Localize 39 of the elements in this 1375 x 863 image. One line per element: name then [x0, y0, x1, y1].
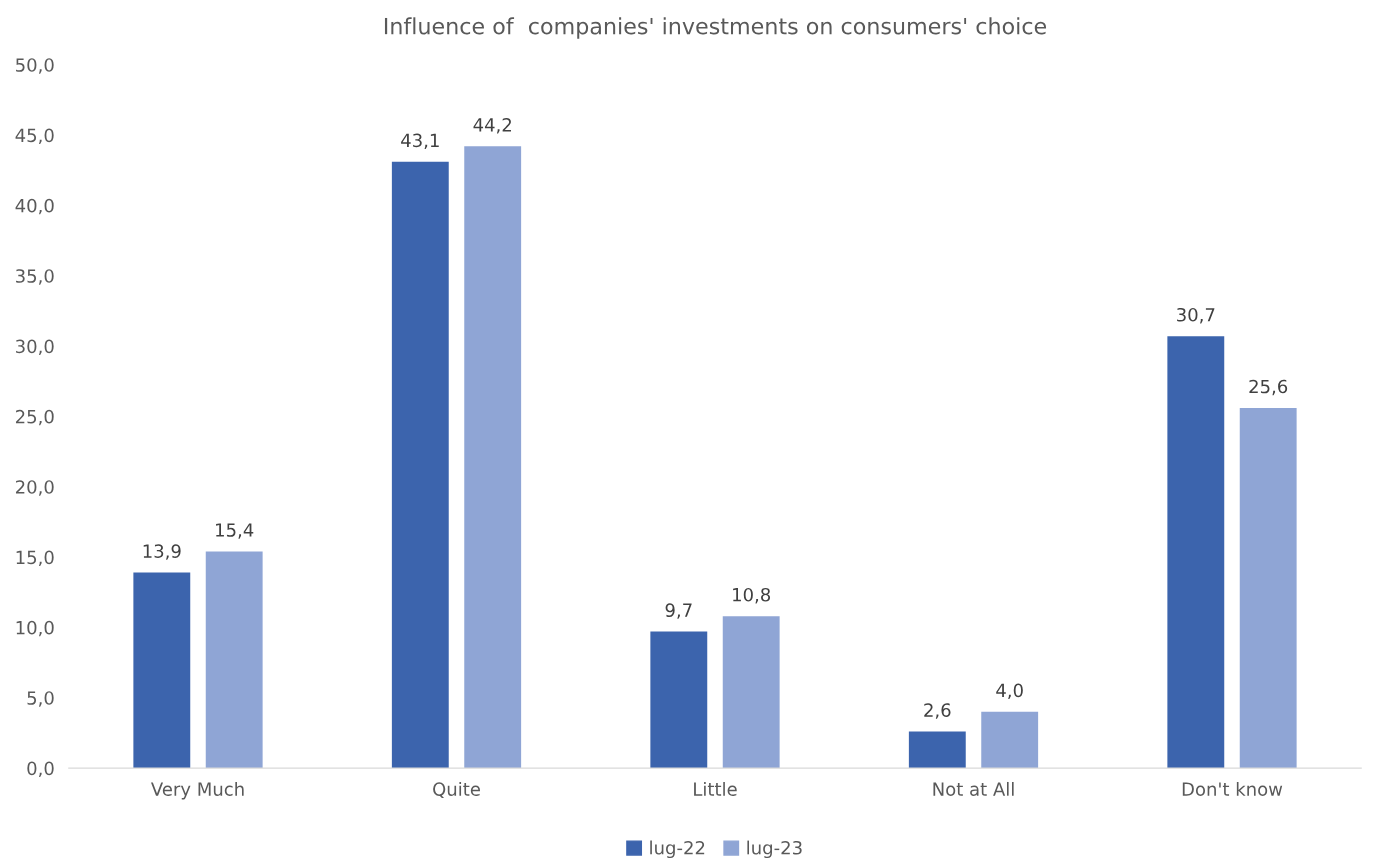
y-tick-label: 30,0	[16, 339, 54, 356]
x-tick-label: Little	[694, 781, 737, 796]
x-tick-label: Don't know	[1182, 781, 1283, 796]
y-tick-label: 20,0	[15, 480, 54, 496]
legend-label: lug-23	[747, 840, 802, 859]
bar	[133, 572, 191, 769]
data-label: 43,1	[401, 133, 439, 150]
x-tick-label: Quite	[433, 781, 480, 799]
y-tick-label: 45,0	[15, 128, 54, 145]
bar	[205, 551, 263, 769]
y-tick-label: 0,0	[27, 761, 54, 778]
bar	[981, 711, 1039, 769]
y-tick-label: 5,0	[27, 691, 54, 707]
y-tick-label: 10,0	[16, 620, 54, 637]
data-label: 44,2	[473, 118, 511, 134]
data-label: 15,4	[216, 523, 254, 539]
y-tick-label: 15,0	[16, 550, 54, 567]
x-tick-label: Very Much	[150, 781, 244, 800]
bar	[1167, 336, 1225, 769]
data-label: 13,9	[143, 544, 181, 560]
bar	[391, 161, 449, 769]
data-label: 2,6	[924, 703, 951, 719]
data-label: 4,0	[996, 683, 1023, 700]
data-label: 25,6	[1249, 379, 1288, 396]
y-tick-label: 25,0	[15, 409, 54, 426]
bar	[1239, 407, 1297, 769]
legend-label: lug-22	[650, 840, 705, 859]
data-label: 30,7	[1177, 307, 1215, 324]
bar	[464, 146, 522, 769]
x-tick-label: Not at All	[933, 781, 1014, 796]
bar	[650, 631, 708, 769]
chart-title: Influence of companies' investments on consumers' choice	[384, 17, 1047, 39]
y-tick-label: 50,0	[16, 58, 54, 74]
data-label: 10,8	[733, 587, 771, 604]
y-tick-label: 35,0	[16, 269, 54, 285]
bar	[908, 731, 966, 769]
y-tick-label: 40,0	[15, 198, 54, 215]
data-label: 9,7	[665, 603, 692, 619]
bar	[722, 616, 780, 769]
